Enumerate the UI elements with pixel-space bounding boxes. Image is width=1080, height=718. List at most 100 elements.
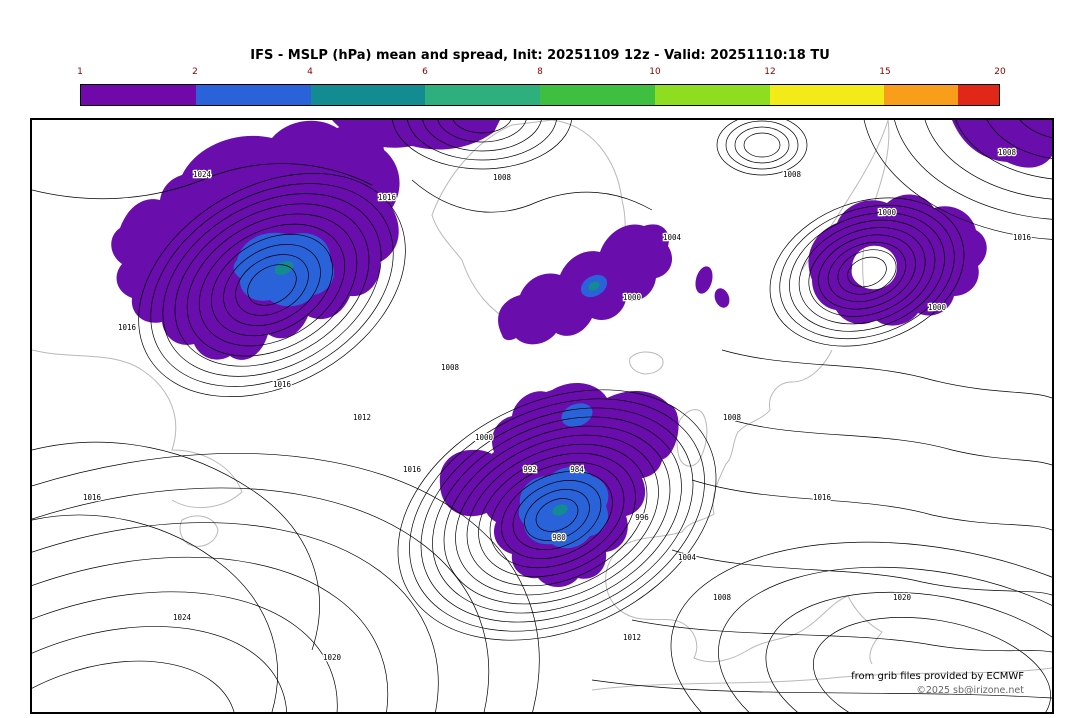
isobar-ring (512, 480, 602, 550)
isobar-label: 1012 (623, 633, 641, 642)
isobar-label: 1000 (878, 208, 897, 217)
colorbar-segment (957, 85, 999, 105)
coastline-africa (591, 667, 1052, 691)
isobar-ring (734, 126, 790, 164)
isobar-ring (392, 120, 572, 170)
colorbar-tick-label: 6 (422, 67, 428, 77)
coastline-newfoundland (179, 515, 219, 547)
isobar-ring (397, 389, 717, 641)
colorbar-segment (425, 85, 540, 105)
coastline-west-europe (605, 349, 849, 663)
isobar-ring (432, 416, 682, 614)
isobar-label: 1000 (928, 303, 947, 312)
coastline-canada (32, 349, 243, 509)
isobar-ring (501, 470, 613, 560)
colorbar-segment (195, 85, 311, 105)
isobar-ring (150, 183, 394, 387)
spread-region-biscay (649, 404, 679, 460)
isobar-open-1 (721, 349, 1052, 399)
isobar-ring (818, 234, 916, 310)
colorbar-segment (310, 85, 426, 105)
isobar-open-4 (671, 549, 1052, 596)
isobar-ring (138, 173, 406, 397)
spread-region-top-center (332, 120, 500, 150)
isobar-open-2 (731, 419, 1052, 466)
isobar-ring (223, 244, 321, 326)
spread-core-atlantic-upper (561, 403, 593, 427)
isobar-open-8 (32, 514, 278, 712)
isobar-ring (32, 660, 237, 712)
isobar-label: 1016 (273, 380, 292, 389)
coastline-britain (676, 409, 708, 467)
credit-line-copyright: ©2025 sb@irizone.net (916, 684, 1024, 696)
spread-speck-2 (714, 288, 730, 308)
isobar-label: 1020 (323, 653, 342, 662)
isobar-label: 1016 (118, 323, 137, 332)
colorbar-tick-label: 2 (192, 67, 198, 77)
isobar-label: 1008 (441, 363, 460, 372)
isobar-ring (186, 213, 358, 357)
isobar-ring (718, 566, 1052, 712)
colorbar-tick-label: 20 (994, 67, 1006, 77)
colorbar-segment (81, 85, 196, 105)
isobar-label: 1000 (623, 293, 642, 302)
isobar-open-9 (411, 179, 653, 213)
spread-speck-1 (695, 266, 713, 294)
isobar-ring (437, 120, 527, 143)
isobar-label: 1008 (723, 413, 742, 422)
isobar-label: 1016 (813, 493, 832, 502)
colorbar-tick-label: 8 (537, 67, 543, 77)
isobar-ring (235, 254, 309, 316)
isobar-ring (198, 223, 346, 347)
isobar-ring (725, 120, 799, 170)
isobar-label: 1016 (83, 493, 102, 502)
isobar-ring (808, 227, 926, 317)
credit-line-ecmwf: from grib files provided by ECMWF (851, 670, 1024, 682)
isobar-ring (765, 591, 1052, 712)
isobar-ring (409, 398, 705, 632)
weather-map-svg: 1024 1016 1016 1016 1016 1012 1008 1000 992 984 98… (32, 120, 1052, 712)
isobar-label: 1020 (893, 593, 912, 602)
isobar-label: 1000 (475, 433, 494, 442)
isobar-label: 1008 (713, 593, 732, 602)
colorbar-segment (654, 85, 770, 105)
isobar-label: 980 (552, 533, 566, 542)
isobar-ring (422, 120, 542, 152)
coastline-italy (847, 595, 883, 665)
colorbar-ticks: 1 2 4 6 8 10 12 15 20 (77, 67, 1006, 79)
isobar-ring (174, 203, 370, 367)
isobar-label: 1024 (193, 170, 212, 179)
colorbar-segment (769, 85, 885, 105)
isobar-contours-layer (32, 120, 1052, 712)
isobar-ring (789, 212, 945, 332)
isobar-label: 1008 (783, 170, 802, 179)
isobar-ring (827, 241, 907, 303)
isobar-ring (162, 193, 382, 377)
isobar-label: 992 (523, 465, 537, 474)
isobar-label: 1008 (998, 148, 1017, 157)
isobar-ring (247, 264, 297, 306)
isobar-ring (779, 204, 955, 340)
isobar-ring (798, 219, 936, 325)
isobar-ring (524, 489, 590, 541)
isobar-ring (32, 591, 338, 712)
isobar-ring (466, 443, 648, 587)
isobar-ring (535, 498, 579, 532)
isobar-ring (455, 434, 659, 596)
isobar-label: 1016 (1013, 233, 1032, 242)
colorbar-tick-label: 1 (77, 67, 83, 77)
isobar-ring (32, 522, 439, 712)
isobar-label: 1008 (493, 173, 512, 182)
isobar-ring (452, 120, 512, 134)
isobar-label: 1004 (678, 553, 697, 562)
chart-title: IFS - MSLP (hPa) mean and spread, Init: … (250, 48, 830, 63)
isobar-ring (813, 616, 1051, 712)
isobar-ring (32, 556, 389, 712)
isobar-label: 996 (635, 513, 649, 522)
spread-teal-greenland (588, 281, 600, 291)
isobar-label: 1016 (378, 193, 397, 202)
isobar-open-7 (32, 441, 320, 651)
colorbar-tick-label: 10 (649, 67, 661, 77)
isobar-ring (443, 425, 671, 605)
colorbar-segment (884, 85, 958, 105)
